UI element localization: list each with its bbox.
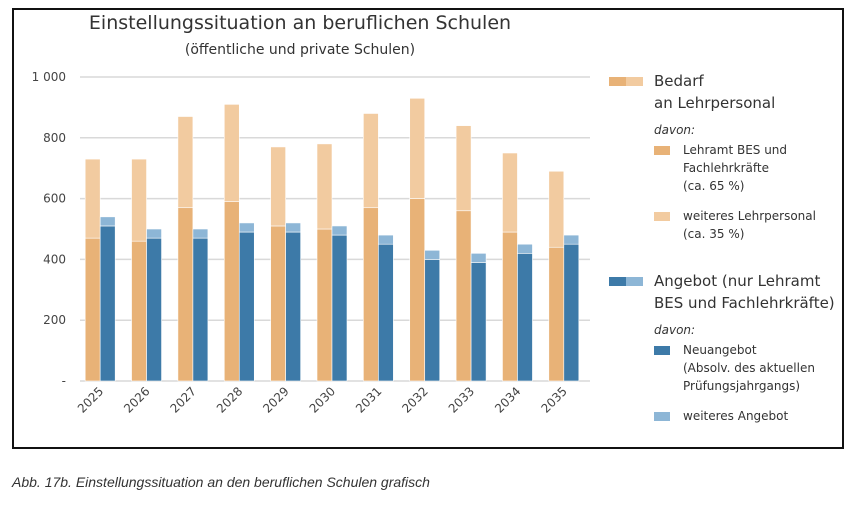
bar-bedarf-weiteres [131, 158, 147, 242]
bar-angebot-main [470, 262, 487, 382]
legend-text: (ca. 35 %) [683, 227, 745, 241]
x-tick-label: 2032 [399, 384, 430, 415]
y-tick-label: 800 [43, 131, 66, 145]
legend-swatch-bedarf [609, 77, 643, 86]
bar-angebot-weiteres [563, 234, 580, 245]
bar-bedarf-main [409, 198, 426, 382]
x-tick-label: 2034 [492, 384, 523, 415]
chart-title: Einstellungssituation an beruflichen Sch… [88, 12, 512, 34]
legend-bedarf: Bedarf an Lehrpersonal [654, 70, 775, 114]
legend-weiteres-angebot: weiteres Angebot [683, 409, 789, 423]
bar-angebot-main [331, 234, 348, 382]
bar-bedarf-main [84, 237, 101, 382]
y-tick-label: 400 [43, 252, 66, 266]
bar-angebot-main [424, 259, 441, 382]
bar-angebot-main [146, 237, 162, 382]
bar-angebot-main [99, 225, 116, 382]
bar-bedarf-main [316, 228, 333, 382]
x-tick-label: 2031 [353, 384, 384, 415]
bar-angebot-weiteres [238, 222, 255, 233]
bar-bedarf-main [502, 231, 518, 382]
x-tick-label: 2029 [260, 384, 291, 415]
legend-text: Lehramt BES und [683, 143, 788, 157]
bar-angebot-weiteres [146, 228, 162, 239]
bar-angebot-main [192, 237, 209, 382]
y-tick-label: 200 [43, 313, 66, 327]
y-tick-label: 1 000 [32, 70, 66, 84]
bar-angebot-weiteres [99, 216, 116, 227]
legend-neu: Neuangebot (Absolv. des aktuellen Prüfungs… [683, 341, 815, 395]
legend-text: an Lehrpersonal [654, 94, 776, 112]
legend-swatch-weiteres [654, 212, 670, 221]
legend-text: weiteres Lehrpersonal [683, 209, 816, 223]
bar-angebot-weiteres [192, 228, 209, 239]
legend-swatch-neu [654, 346, 670, 355]
legend-weiteres: weiteres Lehrpersonal (ca. 35 %) [683, 207, 816, 243]
bar-bedarf-weiteres [270, 146, 286, 227]
legend-text: (ca. 65 %) [683, 179, 745, 193]
legend-text: Prüfungsjahrgangs) [683, 379, 801, 393]
bar-angebot-main [238, 231, 255, 382]
legend-swatch-weiteres-angebot [654, 412, 670, 421]
bar-angebot-weiteres [424, 249, 441, 260]
x-tick-label: 2033 [446, 384, 477, 415]
bar-angebot-weiteres [331, 225, 348, 236]
legend-davon: davon: [654, 123, 696, 137]
y-tick-label: 600 [43, 192, 66, 206]
bar-bedarf-main [548, 246, 565, 382]
bar-bedarf-weiteres [223, 104, 240, 202]
bar-bedarf-main [455, 210, 472, 382]
legend-swatch-angebot [609, 277, 643, 286]
legend-lehramt: Lehramt BES und Fachlehrkräfte (ca. 65 %) [683, 141, 787, 195]
legend-davon: davon: [654, 323, 696, 337]
chart-frame [12, 8, 844, 449]
bar-bedarf-weiteres [548, 170, 565, 248]
bar-bedarf-weiteres [502, 152, 518, 233]
x-tick-label: 2025 [75, 384, 106, 415]
bar-bedarf-main [131, 240, 147, 382]
legend-text: Neuangebot [683, 343, 757, 357]
legend-text: Fachlehrkräfte [683, 161, 769, 175]
legend-angebot: Angebot (nur Lehramt BES und Fachlehrkräf… [654, 270, 835, 314]
legend-text: BES und Fachlehrkräfte) [654, 294, 835, 312]
bar-angebot-main [563, 243, 580, 382]
bar-bedarf-weiteres [455, 125, 472, 212]
legend-text: Angebot (nur Lehramt [654, 272, 821, 290]
x-tick-label: 2026 [121, 384, 152, 415]
y-tick-label: - [62, 374, 66, 388]
bar-angebot-main [285, 231, 301, 382]
bar-angebot-main [517, 253, 533, 382]
bar-angebot-main [378, 243, 394, 382]
legend-text: (Absolv. des aktuellen [683, 361, 815, 375]
bar-angebot-weiteres [470, 253, 487, 263]
x-tick-label: 2028 [214, 384, 245, 415]
bar-angebot-weiteres [378, 234, 394, 245]
x-tick-label: 2035 [538, 384, 569, 415]
bar-bedarf-weiteres [316, 143, 333, 230]
bar-angebot-weiteres [517, 243, 533, 254]
figure-caption: Abb. 17b. Einstellungssituation an den b… [12, 474, 430, 490]
bar-bedarf-weiteres [363, 113, 379, 209]
bar-bedarf-main [363, 207, 379, 382]
bar-bedarf-main [270, 225, 286, 382]
legend-swatch-lehramt [654, 146, 670, 155]
bar-bedarf-weiteres [177, 116, 194, 209]
x-tick-label: 2030 [307, 384, 338, 415]
x-tick-label: 2027 [168, 384, 199, 415]
bar-angebot-weiteres [285, 222, 301, 233]
bar-bedarf-weiteres [84, 158, 101, 239]
bar-bedarf-weiteres [409, 97, 426, 199]
bar-bedarf-main [223, 201, 240, 382]
legend-text: Bedarf [654, 72, 704, 90]
bar-bedarf-main [177, 207, 194, 382]
chart-subtitle: (öffentliche und private Schulen) [184, 42, 416, 58]
